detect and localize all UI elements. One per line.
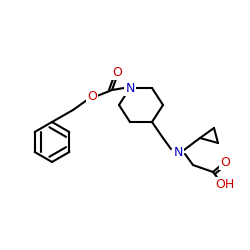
Text: N: N — [173, 146, 183, 158]
Text: O: O — [112, 66, 122, 78]
Text: OH: OH — [216, 178, 234, 192]
Text: N: N — [125, 82, 135, 94]
Text: O: O — [87, 90, 97, 104]
Text: N: N — [125, 82, 135, 94]
Text: OH: OH — [216, 178, 234, 192]
Text: O: O — [220, 156, 230, 168]
Text: O: O — [220, 156, 230, 168]
Text: N: N — [173, 146, 183, 158]
